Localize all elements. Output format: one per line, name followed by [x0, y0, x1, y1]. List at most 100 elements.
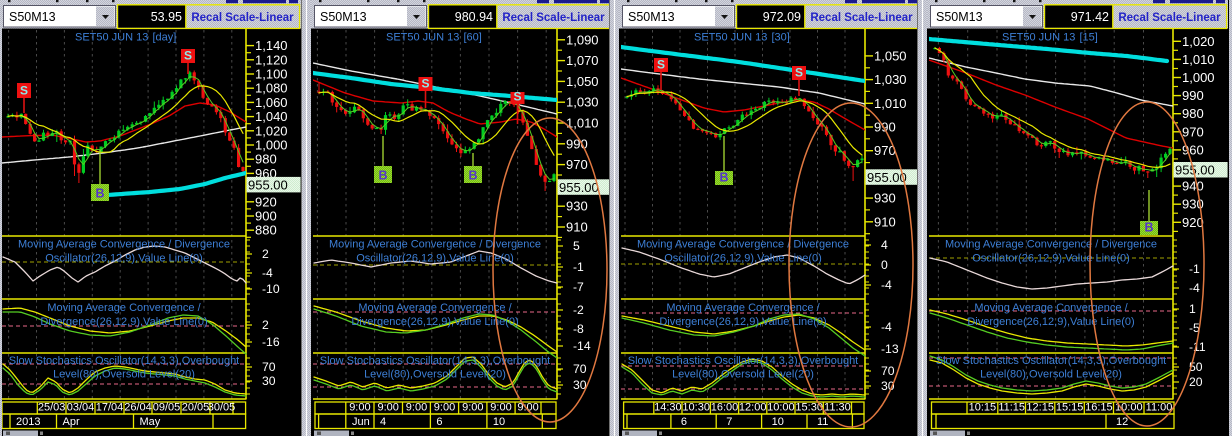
svg-text:9:00: 9:00	[490, 402, 511, 414]
svg-text:12: 12	[1116, 416, 1128, 428]
svg-text:Slow Stochastics Oscillator(14: Slow Stochastics Oscillator(14,3,3),Over…	[936, 355, 1167, 367]
svg-text:10:00: 10:00	[1115, 402, 1143, 414]
svg-text:S: S	[795, 66, 803, 80]
svg-text:-4: -4	[881, 278, 892, 292]
svg-text:26/04: 26/04	[124, 402, 152, 414]
svg-text:70: 70	[881, 364, 895, 378]
svg-text:Oscillator(26,12,9),Value Line: Oscillator(26,12,9),Value Line(0)	[972, 253, 1130, 265]
svg-text:990: 990	[874, 120, 896, 135]
svg-text:Apr: Apr	[63, 416, 80, 428]
svg-text:1,070: 1,070	[566, 53, 599, 68]
svg-text:20: 20	[1189, 375, 1203, 389]
svg-text:10: 10	[772, 416, 784, 428]
svg-text:11:15: 11:15	[998, 402, 1025, 414]
svg-text:920: 920	[1182, 215, 1204, 230]
svg-text:70: 70	[573, 362, 587, 376]
svg-text:Slow Stochastics Oscillator(14: Slow Stochastics Oscillator(14,3,3),Over…	[628, 355, 859, 367]
svg-text:990: 990	[1182, 88, 1204, 103]
svg-text:SET50 JUN 13: SET50 JUN 13	[1002, 31, 1075, 43]
svg-text:9:00: 9:00	[406, 402, 427, 414]
svg-text:1,140: 1,140	[255, 38, 288, 53]
svg-text:1,000: 1,000	[255, 138, 288, 153]
svg-text:B: B	[378, 169, 387, 183]
svg-text:2: 2	[262, 318, 269, 332]
svg-text:30/05: 30/05	[208, 402, 236, 414]
svg-text:930: 930	[566, 199, 588, 214]
svg-text:-2: -2	[573, 303, 584, 317]
svg-text:Moving Average Convergence / D: Moving Average Convergence / Divergence	[18, 239, 230, 251]
svg-text:1,010: 1,010	[566, 116, 599, 131]
svg-text:[day]: [day]	[153, 31, 177, 43]
svg-text:Recal Scale-Linear: Recal Scale-Linear	[810, 12, 913, 24]
svg-text:1,020: 1,020	[255, 123, 288, 138]
svg-text:930: 930	[1182, 197, 1204, 212]
svg-text:1,030: 1,030	[874, 72, 907, 87]
svg-text:-1: -1	[573, 260, 584, 274]
svg-text:Jun: Jun	[352, 416, 370, 428]
svg-text:Level(80),Oversold Level(20): Level(80),Oversold Level(20)	[53, 369, 195, 381]
svg-text:Divergence(26,12,9),Value Line: Divergence(26,12,9),Value Line(0)	[967, 316, 1134, 328]
svg-text:2013: 2013	[16, 416, 40, 428]
svg-text:Moving Average Convergence / D: Moving Average Convergence / Divergence	[945, 239, 1157, 251]
svg-text:12:00: 12:00	[739, 402, 767, 414]
svg-text:Moving Average Convergence / D: Moving Average Convergence / Divergence	[637, 239, 849, 251]
svg-text:910: 910	[566, 220, 588, 235]
svg-text:0: 0	[881, 258, 888, 272]
svg-text:980.94: 980.94	[455, 10, 493, 24]
svg-text:-10: -10	[262, 282, 280, 296]
svg-text:B: B	[95, 187, 104, 201]
svg-text:Moving Average Convergence /: Moving Average Convergence /	[358, 302, 512, 314]
svg-text:9:00: 9:00	[349, 402, 370, 414]
svg-text:17/04: 17/04	[96, 402, 124, 414]
svg-text:Divergence(26,12,9),Value Line: Divergence(26,12,9),Value Line(0)	[351, 316, 518, 328]
svg-text:10:00: 10:00	[767, 402, 795, 414]
svg-text:9:00: 9:00	[434, 402, 455, 414]
svg-text:S50M13: S50M13	[628, 10, 675, 24]
svg-text:Oscillator(26,12,9),Value Line: Oscillator(26,12,9),Value Line(0)	[356, 253, 514, 265]
svg-text:990: 990	[566, 136, 588, 151]
svg-text:4: 4	[881, 238, 888, 252]
svg-text:03/04: 03/04	[67, 402, 95, 414]
svg-text:25/03: 25/03	[38, 402, 66, 414]
svg-text:Recal Scale-Linear: Recal Scale-Linear	[502, 12, 605, 24]
svg-text:6: 6	[681, 416, 687, 428]
svg-text:15:15: 15:15	[1056, 402, 1084, 414]
svg-text:955.00: 955.00	[248, 177, 288, 192]
svg-text:B: B	[1144, 221, 1153, 235]
svg-text:980: 980	[255, 152, 277, 167]
svg-text:11:00: 11:00	[1146, 402, 1173, 414]
svg-text:-5: -5	[1189, 321, 1200, 335]
svg-text:B: B	[719, 171, 728, 185]
svg-text:S: S	[513, 90, 521, 104]
svg-text:930: 930	[874, 191, 896, 206]
svg-text:9:00: 9:00	[377, 402, 398, 414]
svg-text:-16: -16	[262, 335, 280, 349]
svg-text:970: 970	[1182, 124, 1204, 139]
svg-text:940: 940	[1182, 179, 1204, 194]
svg-text:-13: -13	[881, 342, 899, 356]
svg-text:1,010: 1,010	[1182, 52, 1215, 67]
svg-text:Level(80),Oversold Level(20): Level(80),Oversold Level(20)	[672, 369, 814, 381]
svg-text:SET50 JUN 13: SET50 JUN 13	[386, 31, 459, 43]
svg-text:S50M13: S50M13	[936, 10, 983, 24]
svg-text:12:15: 12:15	[1026, 402, 1054, 414]
svg-text:971.42: 971.42	[1071, 10, 1109, 24]
svg-text:Recal Scale-Linear: Recal Scale-Linear	[191, 12, 294, 24]
svg-text:1,080: 1,080	[255, 81, 288, 96]
svg-text:-11: -11	[1189, 340, 1206, 354]
svg-text:S50M13: S50M13	[320, 10, 367, 24]
svg-text:11: 11	[817, 416, 828, 428]
svg-text:Moving Average Convergence / D: Moving Average Convergence / Divergence	[329, 239, 541, 251]
svg-text:S50M13: S50M13	[9, 10, 56, 24]
svg-text:16:00: 16:00	[711, 402, 739, 414]
svg-text:910: 910	[874, 214, 896, 229]
svg-text:970: 970	[566, 157, 588, 172]
svg-text:Oscillator(26,12,9),Value Line: Oscillator(26,12,9),Value Line(0)	[45, 253, 203, 265]
svg-text:Oscillator(26,12,9),Value Line: Oscillator(26,12,9),Value Line(0)	[664, 253, 822, 265]
svg-text:Divergence(26,12,9),Value Line: Divergence(26,12,9),Value Line(0)	[40, 316, 207, 328]
svg-text:15:30: 15:30	[795, 402, 823, 414]
svg-text:5: 5	[573, 239, 580, 253]
svg-text:1,120: 1,120	[255, 52, 288, 67]
svg-text:B: B	[468, 169, 477, 183]
svg-text:6: 6	[436, 416, 442, 428]
